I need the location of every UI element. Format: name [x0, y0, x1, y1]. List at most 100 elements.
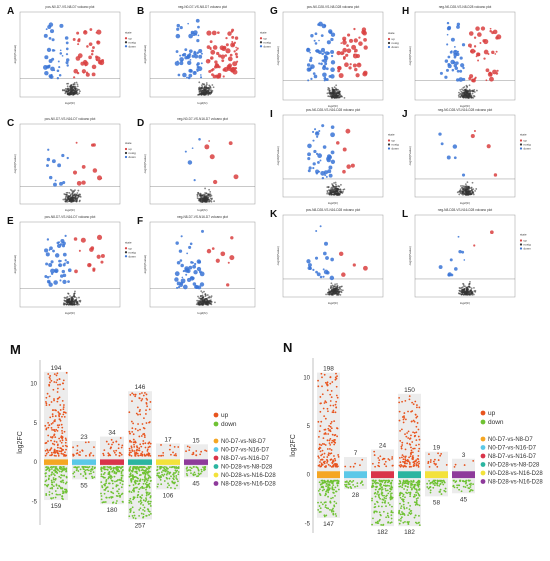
- down-point: [177, 480, 179, 483]
- down-point: [139, 495, 142, 498]
- up-point: [320, 444, 323, 447]
- up-point: [195, 450, 198, 452]
- down-point: [149, 502, 152, 505]
- nosig-point: [202, 198, 204, 200]
- nosig-point: [466, 181, 469, 184]
- down-point: [170, 486, 172, 489]
- down-point: [328, 484, 331, 487]
- down-point: [112, 492, 115, 495]
- nosig-point: [459, 188, 462, 191]
- up-point: [413, 432, 416, 434]
- down-point: [345, 481, 348, 483]
- down-point: [46, 238, 50, 241]
- down-point: [462, 66, 465, 70]
- up-point: [326, 407, 329, 410]
- down-point: [317, 489, 320, 492]
- down-point: [93, 476, 96, 479]
- down-point: [145, 514, 148, 517]
- up-point: [320, 454, 322, 457]
- up-point: [410, 451, 413, 454]
- up-point: [133, 443, 135, 446]
- nosig-point: [458, 93, 461, 96]
- up-point: [468, 31, 474, 36]
- volcano-legend-swatch: [124, 41, 128, 44]
- up-point: [417, 465, 420, 468]
- down-point: [48, 491, 51, 493]
- up-point: [209, 154, 215, 160]
- down-point: [470, 482, 472, 485]
- down-point: [100, 498, 103, 501]
- up-point: [51, 409, 54, 412]
- up-point: [120, 446, 123, 449]
- down-point: [324, 62, 328, 66]
- down-point: [129, 475, 132, 478]
- nosig-point: [459, 96, 462, 99]
- down-point: [388, 484, 391, 487]
- up-point: [137, 413, 139, 416]
- down-point: [59, 486, 62, 489]
- volcano-legend-label: down: [524, 147, 532, 151]
- up-point: [344, 62, 349, 68]
- down-point: [415, 489, 418, 491]
- down-point: [61, 495, 64, 498]
- up-point: [56, 391, 59, 393]
- nosig-point: [204, 293, 207, 295]
- up-point: [139, 413, 142, 416]
- down-point: [175, 465, 177, 468]
- up-point: [144, 442, 147, 445]
- up-point: [410, 434, 412, 437]
- up-point: [51, 442, 54, 445]
- nosig-point: [466, 291, 469, 294]
- up-point: [130, 440, 133, 443]
- down-count-label: 45: [460, 496, 468, 503]
- down-point: [315, 172, 319, 175]
- down-point: [91, 468, 94, 471]
- nosig-point: [458, 95, 460, 98]
- up-point: [417, 454, 420, 457]
- down-point: [139, 499, 142, 502]
- up-point: [326, 389, 329, 392]
- down-point: [130, 500, 132, 503]
- nosig-point: [66, 191, 69, 194]
- down-point: [147, 470, 150, 473]
- down-point: [195, 285, 200, 289]
- down-point: [405, 507, 408, 509]
- up-point: [391, 457, 394, 460]
- down-point: [105, 496, 108, 499]
- nosig-point: [205, 302, 208, 305]
- down-point: [171, 465, 174, 468]
- down-point: [431, 481, 434, 484]
- down-point: [149, 512, 152, 515]
- down-point: [147, 510, 150, 512]
- nosig-point: [468, 93, 471, 96]
- volcano-ylabel-I: -log10(Pvalue): [276, 146, 280, 166]
- up-point: [409, 463, 411, 465]
- up-point: [383, 463, 386, 466]
- nosig-point: [338, 193, 340, 196]
- y-tick-label: -5: [32, 499, 38, 505]
- down-point: [330, 159, 336, 164]
- up-point: [145, 413, 147, 415]
- up-point: [110, 438, 113, 441]
- up-point: [45, 427, 48, 430]
- down-point: [193, 179, 196, 182]
- down-point: [400, 516, 403, 519]
- up-point: [55, 374, 58, 377]
- volcano-legend-swatch: [519, 247, 523, 250]
- nosig-point: [206, 297, 208, 300]
- down-point: [145, 494, 148, 497]
- up-point: [149, 445, 151, 448]
- down-point: [65, 58, 70, 62]
- down-point: [323, 269, 329, 275]
- nosig-point: [213, 200, 215, 203]
- nosig-point: [464, 291, 467, 294]
- up-point: [334, 465, 337, 467]
- nosig-point: [203, 86, 206, 89]
- nosig-point: [328, 90, 331, 93]
- down-point: [63, 466, 65, 468]
- legend-swatch-comparison: [480, 470, 486, 476]
- up-point: [88, 453, 91, 456]
- nosig-point: [72, 91, 74, 94]
- down-point: [129, 472, 132, 475]
- down-point: [432, 482, 435, 485]
